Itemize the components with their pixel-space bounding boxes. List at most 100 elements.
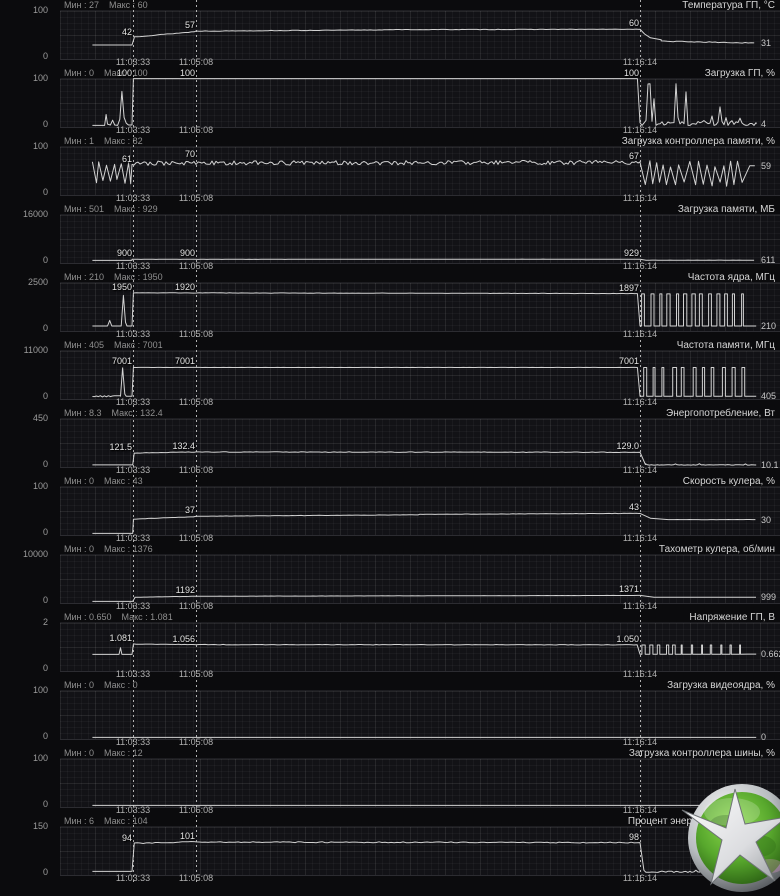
time-tick-label: 11:16:14 (622, 669, 658, 679)
minmax-label: Мин : 501 Макс : 929 (64, 204, 158, 214)
graph-panel: Мин : 0 Макс : 100 Загрузка ГП, % 100 0 11:03… (0, 68, 780, 136)
series-line (91, 159, 755, 187)
time-tick-label: 11:05:08 (178, 465, 214, 475)
panel-title: Загрузка контроллера памяти, % (621, 136, 775, 147)
max-label: Макс : 43 (104, 476, 143, 486)
plot-grid (60, 622, 780, 672)
value-annotation: 1192 (175, 585, 195, 596)
value-annotation: 67 (628, 150, 639, 161)
time-tick-label: 11:05:08 (178, 193, 214, 203)
value-annotation: 98 (628, 831, 639, 842)
time-tick-label: 11:05:08 (178, 533, 214, 543)
time-tick-label: 11:05:08 (178, 329, 214, 339)
min-label: Мин : 27 (64, 0, 100, 10)
value-annotation: 1920 (174, 282, 195, 293)
min-label: Мин : 0 (64, 68, 95, 78)
logo-jet-star (681, 788, 780, 886)
value-annotation: 61 (121, 153, 132, 164)
y-axis-max-label: 100 (32, 73, 48, 83)
time-tick-label: 11:03:33 (115, 805, 151, 815)
value-annotation: 101 (179, 830, 195, 841)
max-label: Макс : 132.4 (111, 408, 163, 418)
y-axis-zero-label: 0 (42, 459, 48, 469)
max-label: Макс : 1376 (104, 544, 153, 554)
end-value-label: 405 (761, 391, 777, 402)
series-line (92, 258, 755, 261)
time-tick-label: 11:16:14 (622, 329, 658, 339)
minmax-label: Мин : 0 Макс : 100 (64, 68, 148, 78)
end-value-label: 999 (761, 592, 777, 603)
time-tick-label: 11:03:33 (115, 329, 151, 339)
value-annotation: 43 (628, 502, 639, 513)
value-annotation: 7001 (111, 356, 132, 367)
time-tick-label: 11:03:33 (115, 397, 151, 407)
value-annotation: 1897 (618, 282, 639, 293)
y-axis-zero-label: 0 (42, 119, 48, 129)
y-axis-zero-label: 0 (42, 255, 48, 265)
time-tick-label: 11:16:14 (622, 737, 658, 747)
min-label: Мин : 0 (64, 544, 95, 554)
series-line (92, 841, 748, 873)
time-tick-label: 11:03:33 (115, 533, 151, 543)
minmax-label: Мин : 27 Макс : 60 (64, 0, 148, 10)
minmax-label: Мин : 210 Макс : 1950 (64, 272, 163, 282)
time-tick-label: 11:03:33 (115, 737, 151, 747)
panel-title: Загрузка контроллера шины, % (628, 748, 775, 759)
graph-panel: Мин : 1 Макс : 82 Загрузка контроллера пам… (0, 136, 780, 204)
graph-panel: Мин : 27 Макс : 60 Температура ГП, °C 100 0 1… (0, 0, 780, 68)
min-label: Мин : 1 (64, 136, 95, 146)
value-annotation: 100 (179, 67, 195, 78)
time-tick-label: 11:16:14 (622, 125, 658, 135)
y-axis-zero-label: 0 (42, 391, 48, 401)
end-value-label: 611 (761, 255, 776, 266)
max-label: Макс : 0 (104, 680, 138, 690)
graph-panel: Мин : 0 Макс : 43 Скорость кулера, % 100 0 11… (0, 476, 780, 544)
msi-afterburner-logo (681, 784, 780, 892)
max-label: Макс : 7001 (114, 340, 163, 350)
graph-panel: Мин : 501 Макс : 929 Загрузка памяти, МБ 16… (0, 204, 780, 272)
max-label: Макс : 104 (104, 816, 148, 826)
y-axis-max-label: 100 (32, 685, 48, 695)
time-tick-label: 11:16:14 (622, 805, 658, 815)
time-tick-label: 11:16:14 (622, 533, 658, 543)
y-axis-max-label: 16000 (22, 209, 48, 219)
panel-title: Тахометр кулера, об/мин (658, 544, 775, 555)
value-annotation: 94 (121, 832, 132, 843)
time-tick-label: 11:05:08 (178, 125, 214, 135)
time-tick-label: 11:03:33 (115, 57, 151, 67)
time-tick-label: 11:16:14 (622, 601, 658, 611)
value-annotation: 100 (623, 67, 639, 78)
time-tick-label: 11:03:33 (115, 193, 151, 203)
series-line (92, 366, 757, 398)
y-axis-zero-label: 0 (42, 595, 48, 605)
panel-title: Частота памяти, МГц (676, 340, 775, 351)
value-annotation: 1.056 (172, 633, 195, 644)
y-axis-max-label: 2500 (27, 277, 48, 287)
plot-grid (60, 214, 780, 264)
min-label: Мин : 0.650 (64, 612, 112, 622)
y-axis-zero-label: 0 (42, 867, 48, 877)
time-tick-label: 11:05:08 (178, 57, 214, 67)
time-tick-label: 11:03:33 (115, 669, 151, 679)
value-annotation: 1371 (618, 584, 639, 595)
graph-panel: Мин : 0 Макс : 12 Загрузка контроллера шин… (0, 748, 780, 816)
plot-grid (60, 690, 780, 740)
min-label: Мин : 501 (64, 204, 105, 214)
graph-panel: Мин : 405 Макс : 7001 Частота памяти, МГц 1… (0, 340, 780, 408)
series-line (92, 512, 756, 534)
time-tick-label: 11:16:14 (622, 261, 658, 271)
time-tick-label: 11:03:33 (115, 125, 151, 135)
minmax-label: Мин : 1 Макс : 82 (64, 136, 143, 146)
series-line (92, 78, 757, 126)
y-axis-zero-label: 0 (42, 527, 48, 537)
y-axis-max-label: 100 (32, 5, 48, 15)
min-label: Мин : 405 (64, 340, 105, 350)
plot-grid (60, 758, 780, 808)
y-axis-max-label: 450 (32, 413, 48, 423)
minmax-label: Мин : 0.650 Макс : 1.081 (64, 612, 173, 622)
value-annotation: 7001 (174, 356, 195, 367)
value-annotation: 121.5 (109, 442, 132, 453)
end-value-label: 30 (761, 514, 772, 525)
max-label: Макс : 60 (109, 0, 148, 10)
end-value-label: 4 (761, 119, 767, 130)
